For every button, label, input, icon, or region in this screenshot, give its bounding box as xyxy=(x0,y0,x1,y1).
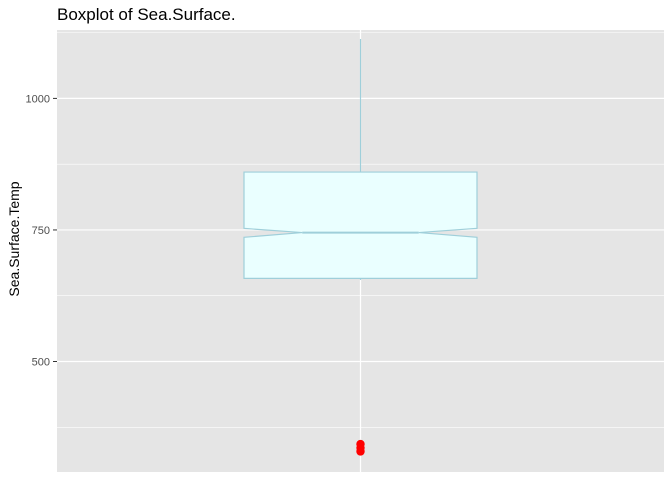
y-tick-label: 750 xyxy=(32,225,50,237)
box-marks xyxy=(243,38,478,456)
notched-box xyxy=(243,171,478,279)
chart-title: Boxplot of Sea.Surface. xyxy=(57,5,236,24)
outlier-point xyxy=(356,447,365,456)
y-axis-ticks: 500 750 1000 xyxy=(26,93,57,369)
y-tick-label: 500 xyxy=(32,357,50,369)
y-tick-label: 1000 xyxy=(26,93,50,105)
